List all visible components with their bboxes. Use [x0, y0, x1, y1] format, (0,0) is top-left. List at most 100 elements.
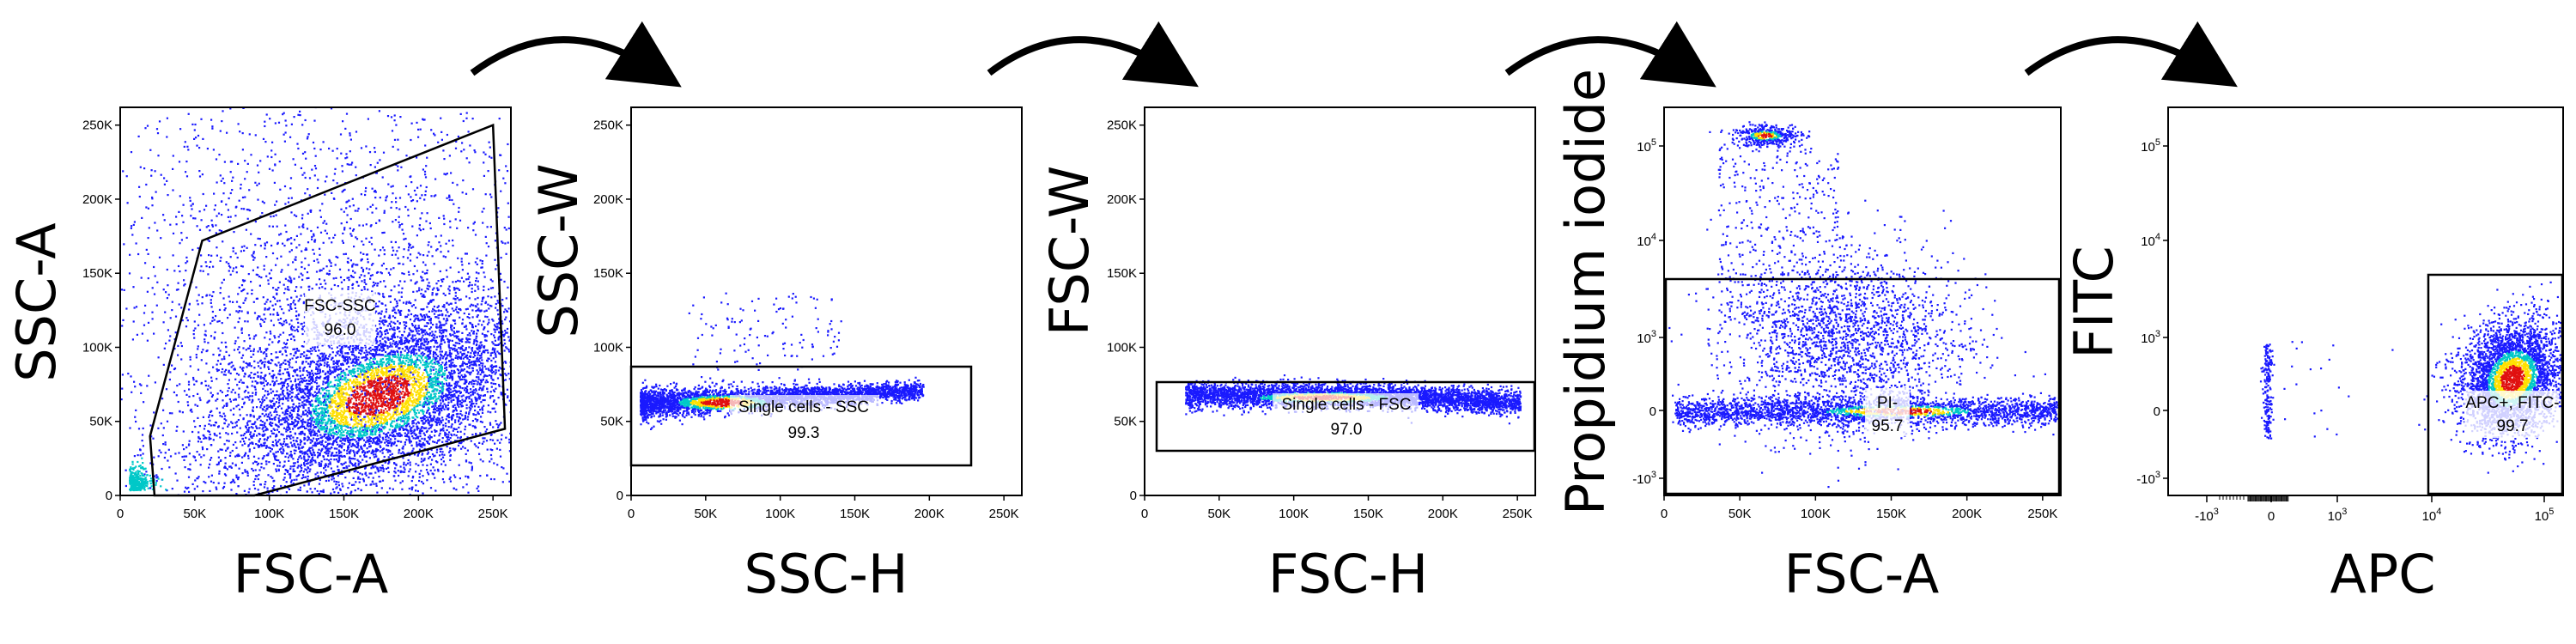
- event-dot: [402, 427, 404, 429]
- event-dot: [504, 182, 507, 185]
- event-dot: [322, 404, 325, 406]
- event-dot: [252, 301, 255, 303]
- event-dot: [304, 380, 307, 382]
- event-dot: [396, 374, 398, 377]
- event-dot: [449, 447, 452, 450]
- event-dot: [100, 386, 101, 388]
- event-dot: [258, 440, 260, 442]
- event-dot: [269, 447, 271, 450]
- event-dot: [244, 196, 246, 198]
- event-dot: [288, 459, 290, 462]
- event-dot: [419, 376, 422, 379]
- event-dot: [336, 416, 338, 418]
- event-dot: [272, 313, 275, 316]
- event-dot: [313, 240, 316, 243]
- event-dot: [301, 214, 304, 216]
- event-dot: [398, 208, 401, 210]
- event-dot: [498, 384, 501, 386]
- event-dot: [492, 365, 495, 368]
- event-dot: [441, 361, 444, 364]
- event-dot: [405, 384, 408, 387]
- event-dot: [471, 326, 474, 329]
- event-dot: [469, 338, 471, 341]
- event-dot: [580, 354, 582, 355]
- event-dot: [318, 421, 320, 423]
- event-dot: [417, 354, 420, 357]
- event-dot: [424, 349, 427, 351]
- event-dot: [459, 386, 461, 388]
- event-dot: [198, 170, 201, 173]
- event-dot: [311, 349, 313, 352]
- event-dot: [448, 431, 451, 434]
- event-dot: [405, 337, 408, 340]
- event-dot: [338, 393, 341, 396]
- event-dot: [441, 404, 444, 407]
- event-dot: [390, 501, 392, 503]
- event-dot: [323, 407, 325, 410]
- event-dot: [380, 409, 383, 411]
- event-dot: [434, 428, 436, 432]
- event-dot: [301, 378, 304, 380]
- event-dot: [308, 389, 311, 392]
- event-dot: [477, 346, 480, 349]
- event-dot: [156, 229, 159, 232]
- event-dot: [316, 440, 319, 442]
- event-dot: [422, 441, 424, 445]
- event-dot: [319, 253, 321, 256]
- event-dot: [198, 397, 201, 399]
- event-dot: [291, 416, 294, 418]
- event-dot: [462, 394, 465, 397]
- event-dot: [183, 448, 185, 451]
- event-dot: [458, 426, 460, 428]
- event-dot: [267, 366, 270, 368]
- event-dot: [388, 359, 391, 361]
- event-dot: [342, 437, 344, 440]
- event-dot: [369, 225, 372, 228]
- event-dot: [277, 121, 281, 124]
- event-dot: [353, 464, 355, 466]
- event-dot: [428, 375, 430, 378]
- event-dot: [265, 397, 268, 399]
- event-dot: [500, 392, 502, 394]
- event-dot: [150, 435, 153, 438]
- event-dot: [416, 428, 418, 431]
- event-dot: [397, 336, 399, 338]
- event-dot: [204, 338, 206, 341]
- event-dot: [160, 237, 162, 240]
- event-dot: [264, 247, 266, 250]
- event-dot: [422, 261, 425, 264]
- event-dot: [426, 429, 428, 432]
- event-dot: [477, 285, 479, 288]
- event-dot: [316, 375, 319, 379]
- event-dot: [425, 331, 428, 334]
- event-dot: [370, 417, 373, 420]
- event-dot: [341, 434, 343, 437]
- event-dot: [375, 222, 378, 224]
- event-dot: [320, 460, 323, 463]
- event-dot: [339, 434, 342, 436]
- event-dot: [370, 236, 373, 239]
- event-dot: [337, 382, 339, 386]
- event-dot: [337, 470, 340, 472]
- event-dot: [407, 380, 410, 383]
- event-dot: [422, 444, 424, 447]
- event-dot: [472, 330, 476, 333]
- event-dot: [301, 450, 303, 453]
- event-dot: [282, 384, 284, 387]
- event-dot: [505, 331, 507, 334]
- event-dot: [419, 524, 421, 526]
- event-dot: [325, 222, 328, 225]
- event-dot: [221, 322, 223, 325]
- event-dot: [341, 464, 343, 466]
- event-dot: [380, 313, 383, 315]
- event-dot: [221, 416, 223, 418]
- event-dot: [434, 404, 437, 407]
- event-dot: [412, 420, 415, 422]
- event-dot: [431, 459, 434, 461]
- event-dot: [489, 397, 492, 399]
- event-dot: [495, 403, 498, 405]
- event-dot: [216, 360, 220, 362]
- event-dot: [468, 372, 471, 374]
- event-dot: [388, 295, 391, 298]
- event-dot: [408, 417, 410, 420]
